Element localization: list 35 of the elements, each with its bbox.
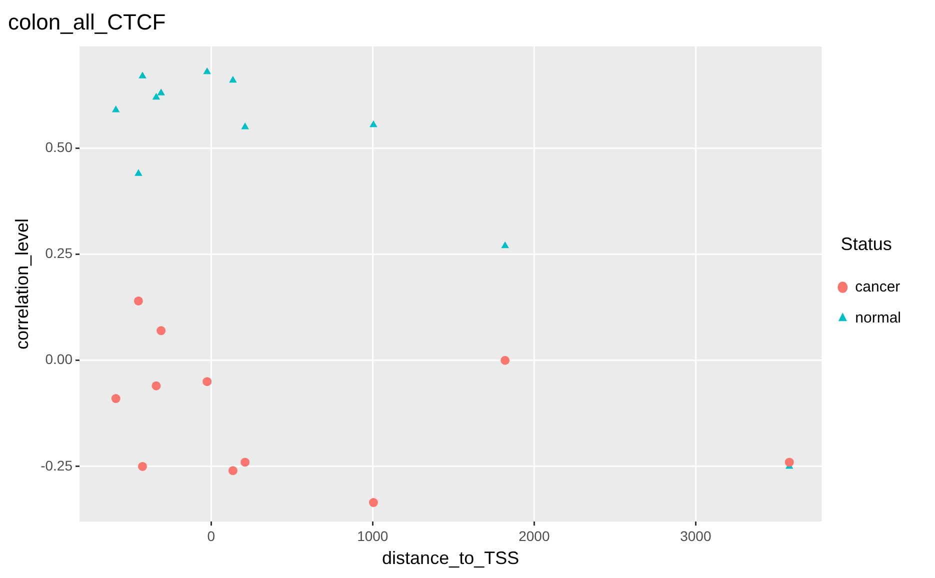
point [152, 92, 160, 100]
point [241, 122, 249, 130]
point [784, 458, 794, 467]
y-tick-label: 0.00 [45, 351, 73, 368]
legend-title: Status [840, 234, 892, 254]
y-tick-label: 0.50 [45, 139, 73, 156]
y-axis-title: correlation_level [12, 218, 32, 350]
point [112, 106, 120, 112]
point [370, 120, 378, 128]
point [229, 76, 237, 83]
point [111, 394, 120, 404]
point [368, 498, 378, 508]
point [138, 462, 147, 471]
point [152, 381, 161, 390]
x-tick-label: 0 [207, 528, 216, 544]
point [500, 356, 510, 365]
legend-label: normal [855, 309, 902, 326]
point [157, 88, 165, 96]
point [501, 241, 509, 248]
point [202, 377, 212, 386]
x-tick-label: 3000 [680, 528, 712, 544]
point [228, 466, 238, 476]
y-tick-label: -0.25 [40, 457, 73, 474]
point [134, 169, 142, 176]
point [156, 326, 166, 336]
point [240, 458, 250, 467]
point [203, 67, 211, 74]
legend-label: cancer [855, 278, 900, 296]
point [134, 296, 143, 306]
point [138, 72, 146, 78]
y-tick-label: 0.25 [45, 245, 73, 262]
chart-title: colon_all_CTCF [8, 9, 166, 34]
x-tick-label: 2000 [518, 528, 550, 544]
x-tick-label: 1000 [357, 528, 388, 544]
x-axis-title: distance_to_TSS [382, 548, 520, 568]
